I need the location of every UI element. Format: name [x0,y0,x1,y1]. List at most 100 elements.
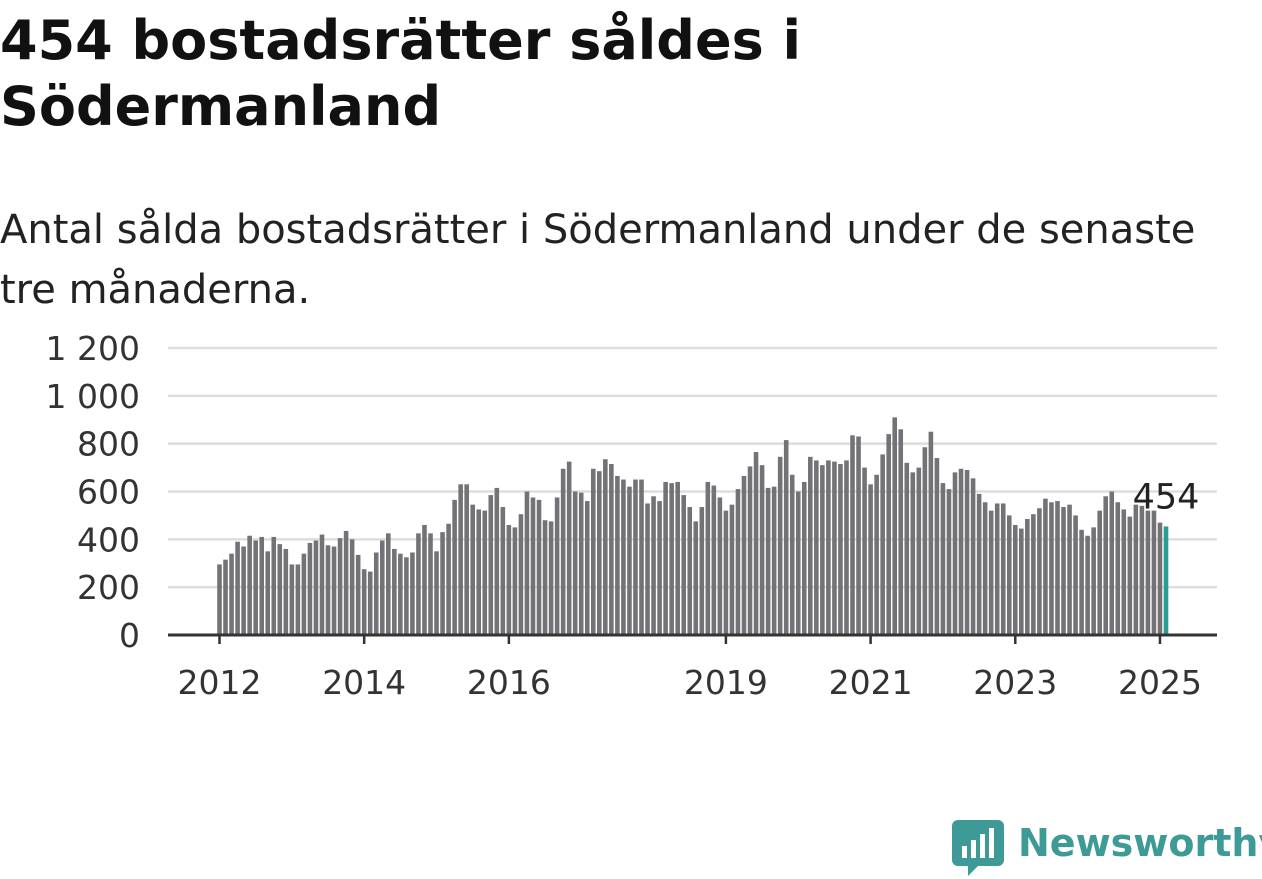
bar [898,429,904,635]
bar [542,520,548,635]
bar [850,435,855,635]
bar [783,440,789,635]
bar [1000,503,1006,635]
bar [355,554,361,635]
bar [1139,505,1145,635]
bar [892,417,898,635]
bar [868,484,873,635]
bar [1025,519,1030,635]
bar [759,465,765,635]
bar [259,536,264,635]
bar [494,487,500,635]
bar [958,468,964,635]
bar [566,461,572,635]
bar [464,484,469,635]
bar [838,463,843,635]
bars [217,417,1169,635]
bar [1115,502,1121,635]
bar [506,524,512,635]
bar [434,551,439,635]
bar [482,510,488,635]
bar [379,540,385,635]
bar [976,493,982,635]
bar [711,485,717,635]
bar [386,533,391,635]
y-tick-label: 400 [77,520,140,559]
bar [633,479,638,635]
bar [627,486,632,635]
y-tick-label: 1 000 [46,377,140,416]
bar [940,483,946,635]
bar [735,489,741,635]
grid-lines [168,346,1217,589]
bar [657,501,662,635]
bar [1121,509,1127,635]
bar [349,539,355,635]
bar [777,456,783,635]
bar [1157,522,1163,635]
bar [265,551,271,635]
bar [669,483,674,635]
bar [934,458,940,635]
bar [343,530,349,635]
bar [844,460,849,635]
bar [241,546,246,635]
y-axis-tick-labels: 0 200 400 600 800 1 000 1 200 [46,329,140,655]
bar [512,527,518,635]
y-tick-label: 200 [77,568,140,607]
bar [663,481,668,635]
bar [1031,514,1036,635]
bar [874,474,879,635]
page-title: 454 bostadsrätter såldes i Södermanland [0,9,802,138]
bar [416,533,421,635]
bar [398,553,403,635]
bar [1127,516,1133,635]
newsworthy-logo: Newsworthy [952,818,1262,876]
bar [578,492,584,635]
y-tick-label: 800 [77,425,140,464]
bar [404,557,409,635]
bar [789,474,795,635]
bar [235,541,240,635]
bar [488,495,494,635]
bar [524,491,530,635]
bar [1037,508,1042,635]
bar [584,501,590,635]
x-tick-label: 2016 [467,663,551,702]
bar [801,481,807,635]
bar [808,456,813,635]
bar [452,499,457,635]
bar [904,462,910,635]
bar [717,497,723,635]
x-tick-label: 2019 [684,663,768,702]
bar [373,552,379,635]
bar [910,472,916,635]
bar [307,542,313,635]
bar [970,478,976,635]
bar [826,460,831,635]
bar [982,502,988,635]
bar [621,479,626,635]
bar [705,481,711,635]
bar [862,467,867,635]
bar [651,496,656,635]
bar [597,471,602,635]
bar [313,540,319,635]
bar [916,467,922,635]
bar [820,465,825,635]
x-tick-label: 2014 [322,663,406,702]
bar [536,499,542,635]
bar [1133,504,1139,635]
bar [1079,529,1084,635]
bar [880,454,885,635]
bar [1097,510,1102,635]
bar [886,434,891,635]
bar [217,564,222,635]
latest-value-label: 454 [1133,477,1200,517]
bar [832,461,837,635]
x-tick-label: 2023 [973,663,1057,702]
bar [590,468,596,635]
bar [1091,527,1096,635]
bar [723,510,729,635]
bar [741,475,747,635]
